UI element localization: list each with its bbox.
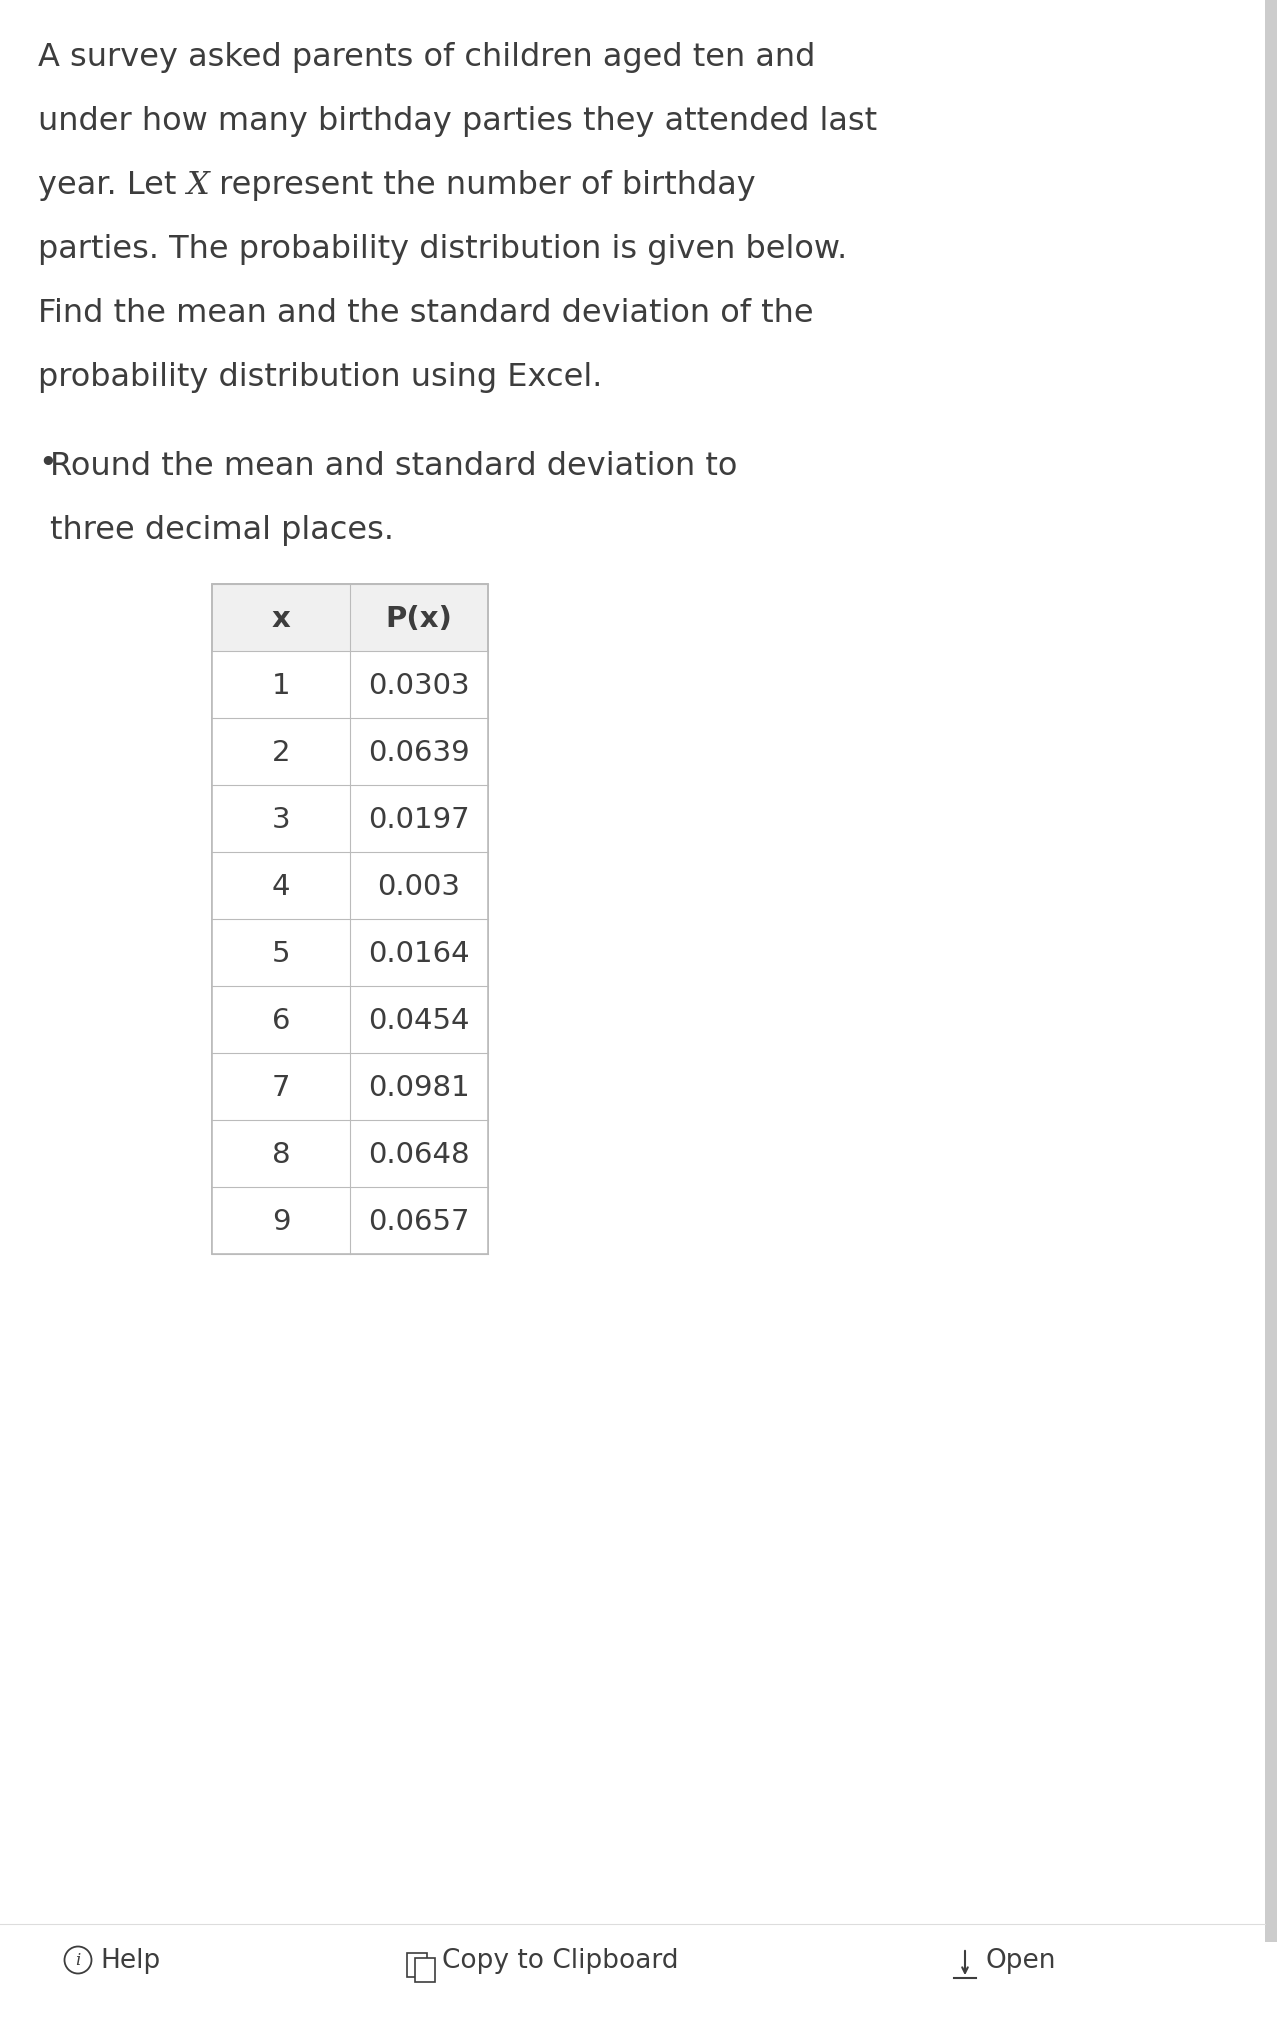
Bar (212, 786, 488, 853)
Text: 6: 6 (272, 1006, 290, 1034)
Text: year. Let: year. Let (38, 171, 186, 201)
Text: 1: 1 (272, 671, 290, 699)
Bar (1266, 0, 1277, 1943)
Text: 0.0303: 0.0303 (368, 671, 470, 699)
Text: 0.0164: 0.0164 (368, 939, 470, 967)
Text: X: X (186, 171, 209, 201)
Bar (212, 1122, 488, 1189)
Text: three decimal places.: three decimal places. (50, 514, 395, 547)
Text: 0.0454: 0.0454 (368, 1006, 470, 1034)
Text: i: i (75, 1951, 80, 1969)
Bar (212, 719, 488, 786)
Bar (212, 652, 488, 719)
Text: 5: 5 (272, 939, 290, 967)
Bar (415, 1959, 435, 1981)
Text: 9: 9 (272, 1207, 290, 1235)
Bar (212, 920, 488, 988)
Text: x: x (272, 606, 290, 632)
Text: under how many birthday parties they attended last: under how many birthday parties they att… (38, 106, 877, 136)
Text: 2: 2 (272, 738, 290, 766)
Text: represent the number of birthday: represent the number of birthday (209, 171, 756, 201)
Text: 0.0639: 0.0639 (368, 738, 470, 766)
Text: 0.0657: 0.0657 (368, 1207, 470, 1235)
Text: Open: Open (985, 1947, 1056, 1973)
Bar (407, 1953, 427, 1977)
Text: P(x): P(x) (386, 606, 452, 632)
Bar (212, 585, 488, 1256)
Bar (212, 1055, 488, 1122)
Text: 4: 4 (272, 872, 290, 900)
Text: Round the mean and standard deviation to: Round the mean and standard deviation to (50, 451, 737, 482)
Text: 3: 3 (272, 805, 290, 833)
Bar (212, 1189, 488, 1256)
Text: 0.0981: 0.0981 (368, 1073, 470, 1101)
Text: 0.003: 0.003 (378, 872, 461, 900)
Text: A survey asked parents of children aged ten and: A survey asked parents of children aged … (38, 43, 816, 73)
Text: probability distribution using Excel.: probability distribution using Excel. (38, 362, 603, 392)
Bar (212, 853, 488, 920)
Text: Find the mean and the standard deviation of the: Find the mean and the standard deviation… (38, 299, 813, 329)
Text: 0.0197: 0.0197 (368, 805, 470, 833)
Bar (212, 585, 488, 1256)
Text: 7: 7 (272, 1073, 290, 1101)
Bar (212, 988, 488, 1055)
Text: parties. The probability distribution is given below.: parties. The probability distribution is… (38, 234, 847, 264)
Text: Copy to Clipboard: Copy to Clipboard (442, 1947, 678, 1973)
Text: •: • (38, 447, 56, 480)
Text: 8: 8 (272, 1140, 290, 1168)
Text: Help: Help (100, 1947, 160, 1973)
Text: 0.0648: 0.0648 (368, 1140, 470, 1168)
